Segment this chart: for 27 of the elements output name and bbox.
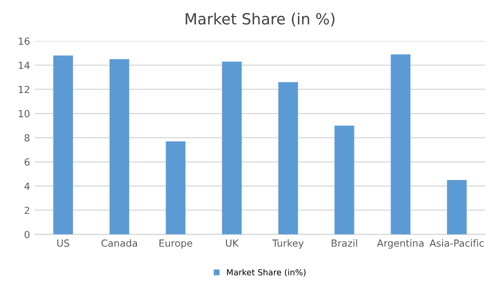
x-tick-label: Canada bbox=[101, 239, 137, 247]
x-tick-label: US bbox=[57, 239, 70, 247]
y-tick-label: 0 bbox=[24, 230, 30, 238]
bar bbox=[390, 54, 410, 234]
y-tick-label: 10 bbox=[18, 110, 30, 118]
bar bbox=[53, 56, 73, 234]
y-tick-label: 14 bbox=[18, 62, 30, 69]
bar bbox=[110, 59, 130, 234]
bar bbox=[334, 126, 354, 234]
y-tick-label: 6 bbox=[24, 158, 30, 166]
x-tick-label: Argentina bbox=[376, 239, 424, 249]
chart-title: Market Share (in %) bbox=[186, 12, 334, 26]
y-tick-label: 4 bbox=[24, 182, 30, 190]
y-tick-label: 16 bbox=[18, 38, 30, 45]
x-tick-label: UK bbox=[226, 240, 239, 247]
y-tick-label: 2 bbox=[24, 206, 30, 214]
x-tick-label: Europe bbox=[159, 240, 192, 249]
x-tick-label: Brazil bbox=[332, 239, 358, 247]
bar bbox=[278, 82, 298, 234]
x-tick-label: Turkey bbox=[272, 239, 304, 249]
legend-label: Market Share (in%) bbox=[227, 268, 306, 276]
x-tick-label: Asia-Pacific bbox=[430, 239, 484, 247]
bar bbox=[222, 62, 242, 234]
bar bbox=[447, 180, 467, 234]
y-tick-label: 8 bbox=[24, 134, 30, 142]
bar bbox=[166, 141, 186, 234]
y-tick-label: 12 bbox=[18, 86, 30, 94]
